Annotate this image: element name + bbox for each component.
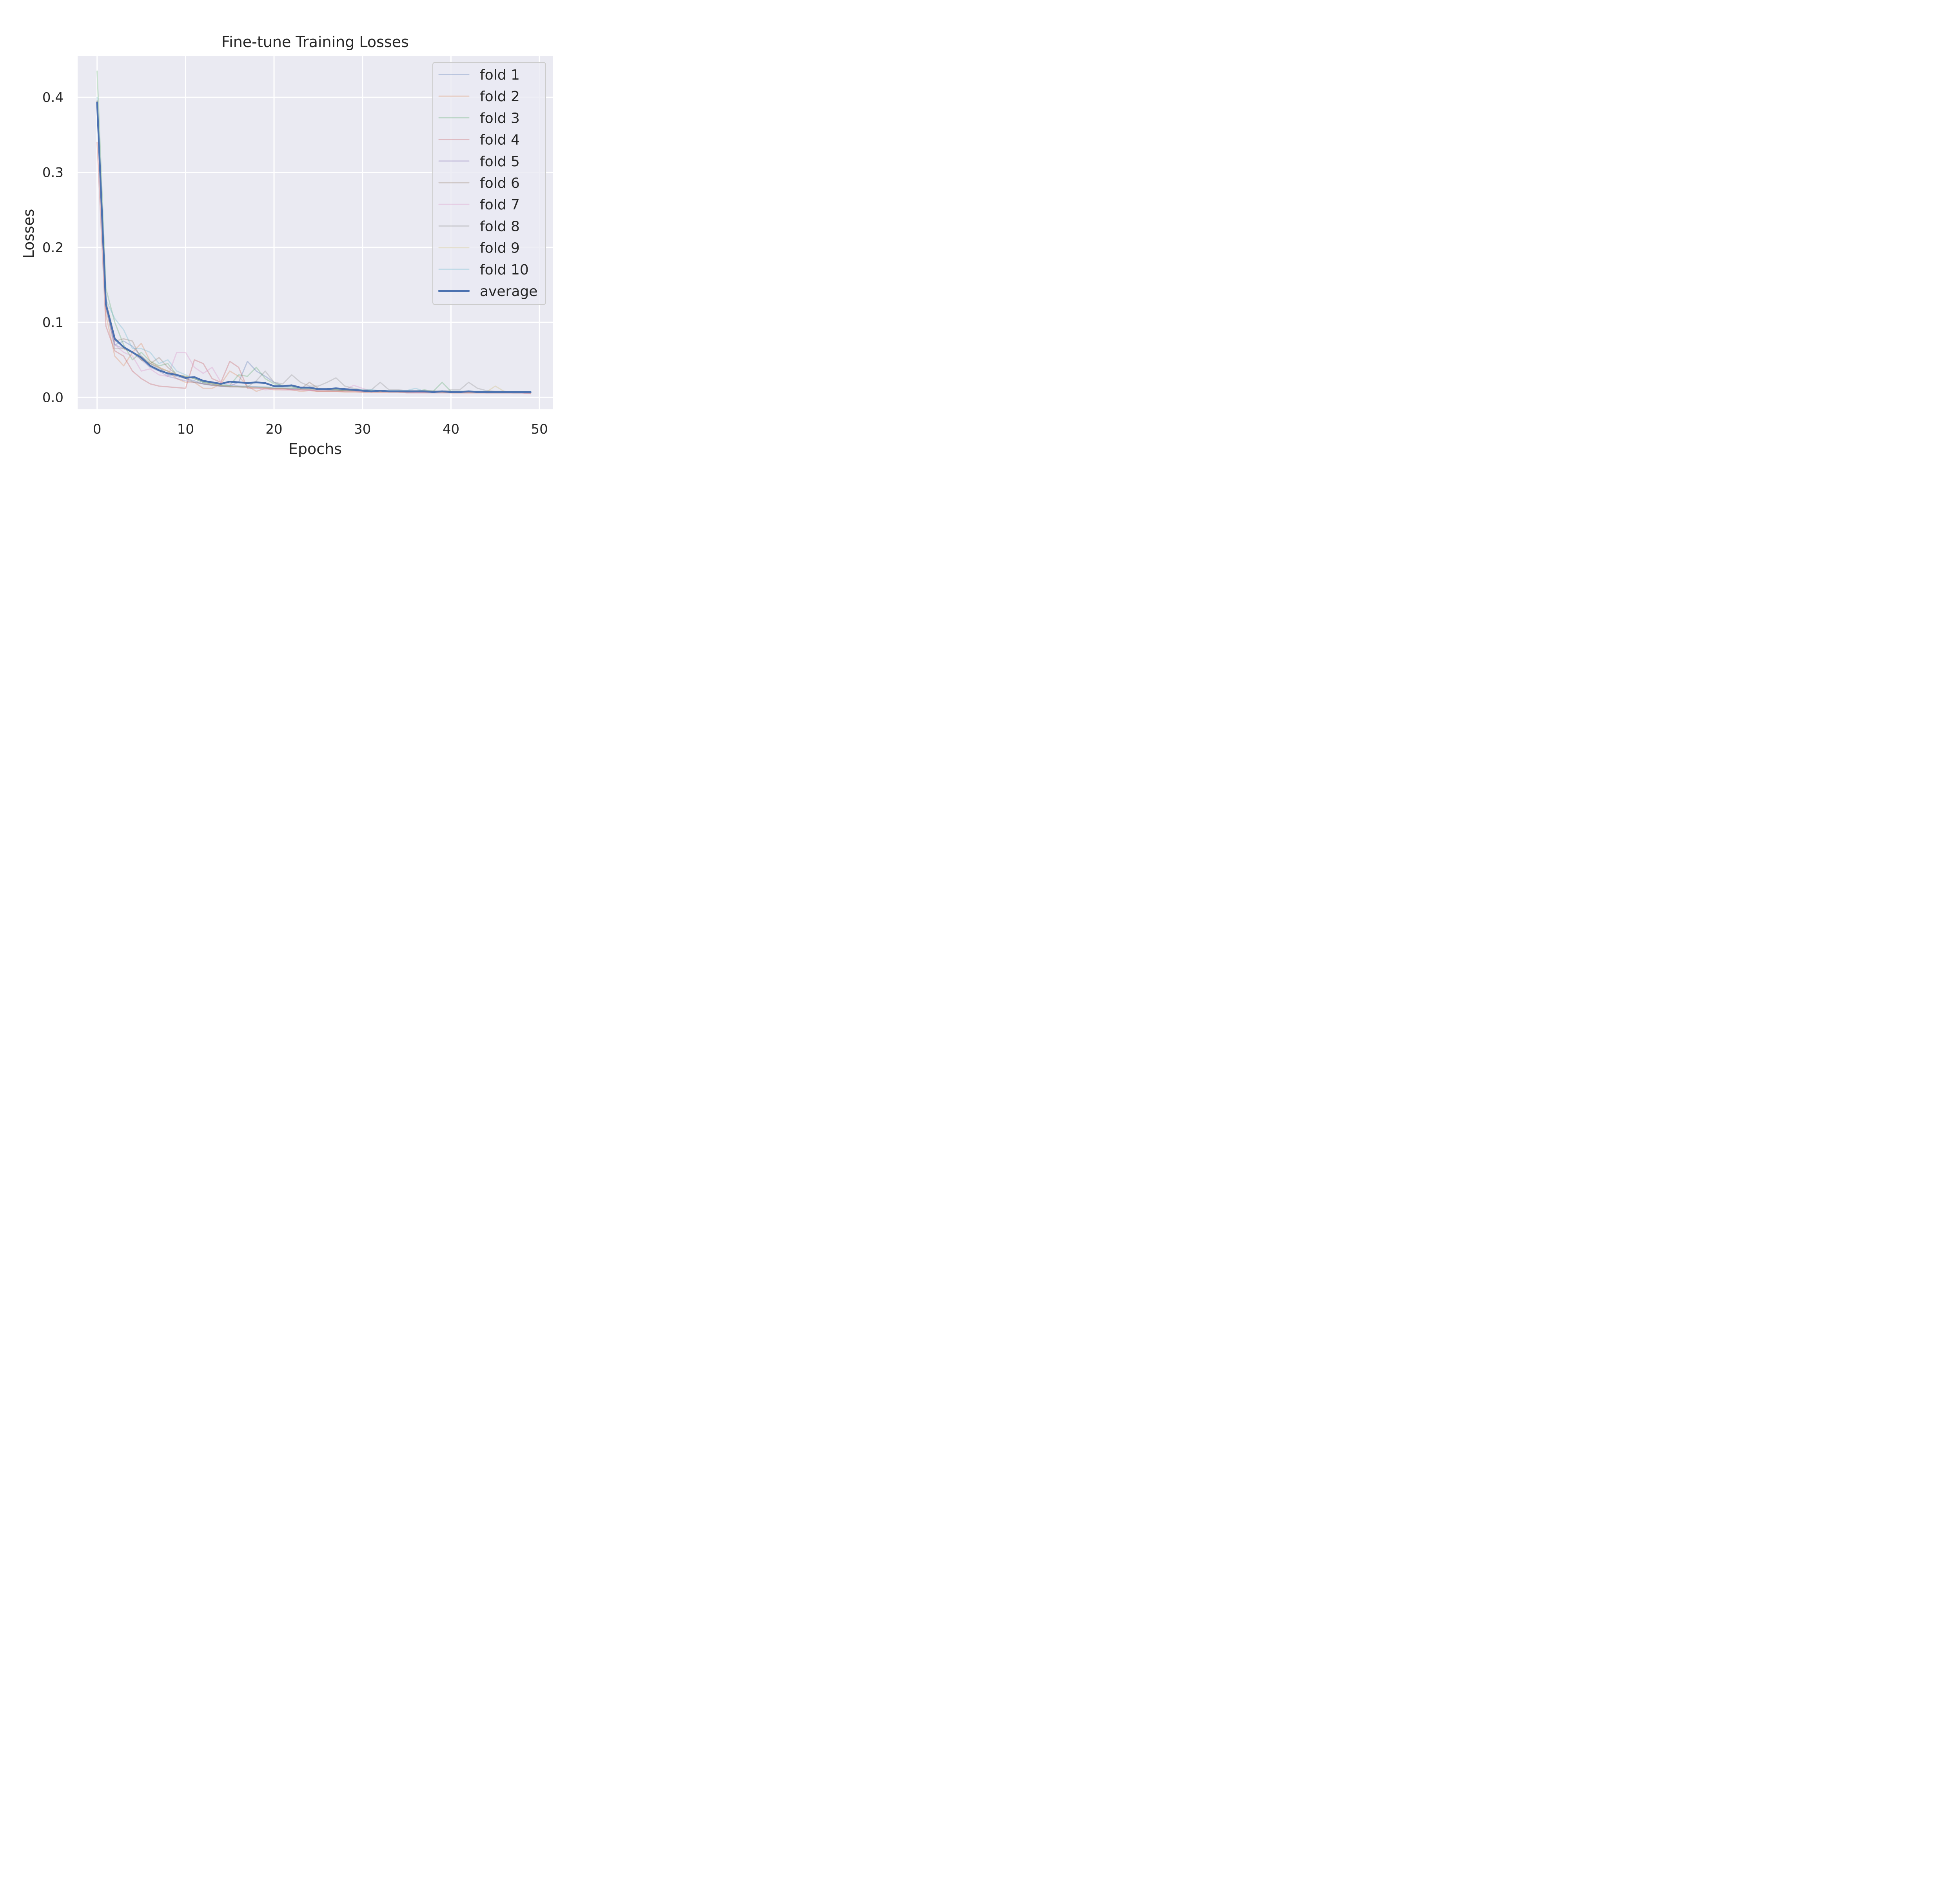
- x-axis-label: Epochs: [289, 440, 342, 458]
- y-axis-label: Losses: [20, 209, 37, 259]
- x-tick-label: 10: [177, 421, 194, 437]
- x-tick-label: 50: [531, 421, 548, 437]
- legend-label: average: [480, 283, 537, 300]
- legend-label: fold 3: [480, 110, 520, 126]
- y-tick-label: 0.2: [42, 240, 64, 256]
- legend-label: fold 5: [480, 154, 520, 170]
- y-tick-label: 0.0: [42, 390, 64, 405]
- series-line-fold-8: [96, 104, 532, 393]
- x-tick-label: 30: [354, 421, 371, 437]
- legend-label: fold 7: [480, 197, 520, 213]
- y-tick-label: 0.3: [42, 165, 64, 181]
- legend-label: fold 1: [480, 67, 520, 83]
- legend-label: fold 10: [480, 262, 529, 278]
- legend-label: fold 6: [480, 175, 520, 191]
- x-tick-label: 20: [265, 421, 282, 437]
- chart-title: Fine-tune Training Losses: [221, 33, 409, 51]
- legend-label: fold 4: [480, 132, 520, 148]
- series-lines: [96, 70, 532, 394]
- x-tick-labels: 0 10 20 30 40 50: [93, 421, 548, 437]
- y-tick-label: 0.4: [42, 90, 64, 105]
- x-tick-label: 0: [93, 421, 102, 437]
- x-tick-label: 40: [443, 421, 459, 437]
- legend-label: fold 8: [480, 218, 520, 234]
- loss-chart: 0 10 20 30 40 50 0.0 0.1 0.2 0.3 0.4 Fine-tune Tr…: [20, 33, 553, 458]
- y-tick-label: 0.1: [42, 315, 64, 331]
- legend-box: [432, 62, 546, 305]
- legend-label: fold 9: [480, 240, 520, 256]
- series-line-average: [96, 102, 532, 393]
- legend-label: fold 2: [480, 89, 520, 105]
- y-tick-labels: 0.0 0.1 0.2 0.3 0.4: [42, 90, 64, 405]
- legend: fold 1 fold 2 fold 3 fold 4 fold 5 fold 6 fold…: [432, 62, 546, 305]
